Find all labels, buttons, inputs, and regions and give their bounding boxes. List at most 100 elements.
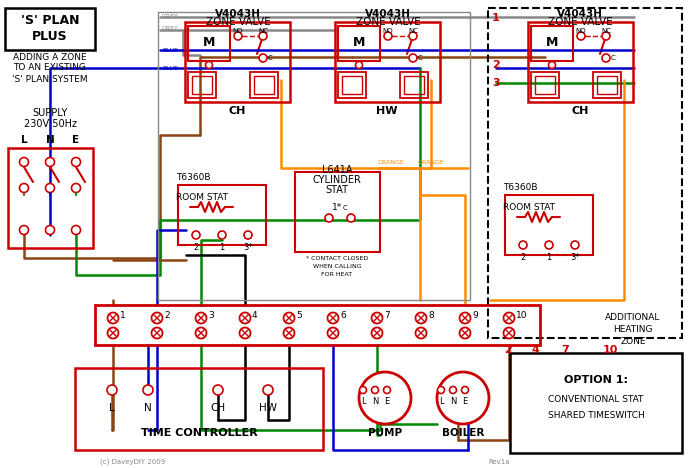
Circle shape bbox=[46, 158, 55, 167]
Circle shape bbox=[460, 328, 471, 338]
Text: BLUE: BLUE bbox=[162, 47, 178, 52]
Bar bbox=[531, 72, 559, 98]
Text: HW: HW bbox=[259, 403, 277, 413]
Text: ORANGE: ORANGE bbox=[418, 161, 445, 166]
Text: V4043H: V4043H bbox=[557, 9, 603, 19]
Text: NC: NC bbox=[408, 28, 418, 34]
Circle shape bbox=[355, 61, 362, 68]
Circle shape bbox=[460, 313, 471, 323]
Circle shape bbox=[218, 231, 226, 239]
Text: ZONE VALVE: ZONE VALVE bbox=[206, 17, 270, 27]
Bar bbox=[597, 76, 617, 94]
Text: 'S' PLAN: 'S' PLAN bbox=[21, 15, 79, 28]
Text: L: L bbox=[439, 396, 443, 405]
Text: C: C bbox=[343, 205, 348, 211]
Text: NO: NO bbox=[383, 28, 393, 34]
Circle shape bbox=[359, 372, 411, 424]
Bar bbox=[400, 72, 428, 98]
Text: T6360B: T6360B bbox=[503, 183, 538, 192]
Text: FOR HEAT: FOR HEAT bbox=[322, 271, 353, 277]
Circle shape bbox=[415, 313, 426, 323]
Bar bbox=[342, 76, 362, 94]
Text: 9: 9 bbox=[472, 310, 477, 320]
Text: 3: 3 bbox=[492, 78, 500, 88]
Bar bbox=[593, 72, 621, 98]
Circle shape bbox=[384, 387, 391, 394]
Circle shape bbox=[143, 385, 153, 395]
Text: N: N bbox=[46, 135, 55, 145]
Bar bbox=[8, 148, 93, 248]
Text: C: C bbox=[418, 55, 423, 61]
Bar bbox=[254, 76, 274, 94]
Text: 1: 1 bbox=[219, 243, 225, 253]
Text: SHARED TIMESWITCH: SHARED TIMESWITCH bbox=[548, 410, 644, 419]
Circle shape bbox=[195, 313, 206, 323]
Circle shape bbox=[328, 313, 339, 323]
Text: 2: 2 bbox=[520, 254, 526, 263]
Bar bbox=[188, 72, 216, 98]
Text: N: N bbox=[144, 403, 152, 413]
Text: 7: 7 bbox=[384, 310, 390, 320]
Circle shape bbox=[504, 328, 515, 338]
Circle shape bbox=[284, 313, 295, 323]
Bar bbox=[178, 185, 266, 245]
Text: 4: 4 bbox=[531, 345, 539, 355]
Text: BOILER: BOILER bbox=[442, 428, 484, 438]
Circle shape bbox=[234, 32, 242, 40]
Circle shape bbox=[437, 387, 444, 394]
Text: STAT: STAT bbox=[326, 185, 348, 195]
Bar bbox=[295, 172, 380, 252]
Text: 3*: 3* bbox=[570, 254, 580, 263]
Circle shape bbox=[284, 328, 295, 338]
Text: NO: NO bbox=[575, 28, 586, 34]
Circle shape bbox=[409, 54, 417, 62]
Bar bbox=[338, 26, 380, 61]
Text: ZONE VALVE: ZONE VALVE bbox=[548, 17, 613, 27]
Text: CYLINDER: CYLINDER bbox=[313, 175, 362, 185]
Text: CONVENTIONAL STAT: CONVENTIONAL STAT bbox=[549, 395, 644, 404]
Text: ADDITIONAL: ADDITIONAL bbox=[605, 314, 661, 322]
Bar bbox=[335, 22, 440, 102]
Text: CH: CH bbox=[210, 403, 226, 413]
Text: CH: CH bbox=[571, 106, 589, 116]
Bar bbox=[531, 26, 573, 61]
Text: V4043H: V4043H bbox=[365, 9, 411, 19]
Text: L: L bbox=[361, 396, 365, 405]
Circle shape bbox=[371, 328, 382, 338]
Circle shape bbox=[437, 372, 489, 424]
Circle shape bbox=[325, 214, 333, 222]
Text: NC: NC bbox=[601, 28, 611, 34]
Circle shape bbox=[384, 32, 392, 40]
Circle shape bbox=[449, 387, 457, 394]
Bar bbox=[505, 195, 593, 255]
Text: L: L bbox=[109, 403, 115, 413]
Text: PLUS: PLUS bbox=[32, 30, 68, 44]
Circle shape bbox=[519, 241, 527, 249]
Circle shape bbox=[195, 328, 206, 338]
Text: E: E bbox=[72, 135, 79, 145]
Text: 230V 50Hz: 230V 50Hz bbox=[23, 119, 77, 129]
Text: ROOM STAT: ROOM STAT bbox=[503, 203, 555, 212]
Circle shape bbox=[46, 226, 55, 234]
Bar bbox=[158, 12, 470, 300]
Circle shape bbox=[152, 313, 163, 323]
Text: C: C bbox=[268, 55, 273, 61]
Text: C: C bbox=[611, 55, 615, 61]
Text: 1: 1 bbox=[120, 310, 126, 320]
Circle shape bbox=[19, 158, 28, 167]
Text: TO AN EXISTING: TO AN EXISTING bbox=[14, 64, 86, 73]
Text: * CONTACT CLOSED: * CONTACT CLOSED bbox=[306, 256, 368, 261]
Text: CH: CH bbox=[228, 106, 246, 116]
Circle shape bbox=[359, 387, 366, 394]
Circle shape bbox=[72, 226, 81, 234]
Text: 1*: 1* bbox=[332, 204, 342, 212]
Circle shape bbox=[263, 385, 273, 395]
Text: E: E bbox=[462, 396, 468, 405]
Text: 1: 1 bbox=[546, 254, 551, 263]
Text: V4043H: V4043H bbox=[215, 9, 261, 19]
Text: HEATING: HEATING bbox=[613, 326, 653, 335]
Bar bbox=[185, 22, 290, 102]
Text: 2: 2 bbox=[504, 345, 512, 355]
Text: M: M bbox=[203, 37, 215, 50]
Circle shape bbox=[239, 313, 250, 323]
